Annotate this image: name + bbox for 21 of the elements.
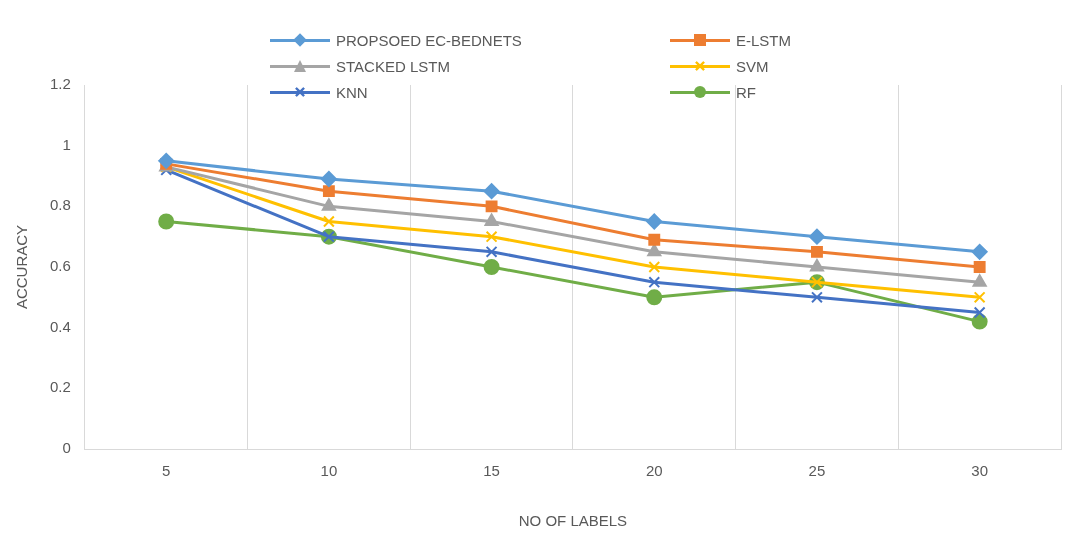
y-tick-label: 0 xyxy=(62,439,71,457)
legend-label: KNN xyxy=(336,83,368,101)
x-tick-label: 20 xyxy=(645,462,663,480)
y-tick-label: 1 xyxy=(62,135,71,153)
y-axis-title: ACCURACY xyxy=(13,224,31,310)
x-tick-label: 5 xyxy=(162,462,171,480)
x-tick-label: 30 xyxy=(971,462,988,480)
y-tick-label: 0.4 xyxy=(49,317,71,335)
x-tick-label: 15 xyxy=(483,462,500,480)
x-axis-title: NO OF LABELS xyxy=(518,512,628,530)
y-tick-label: 0.2 xyxy=(49,378,71,396)
y-tick-label: 0.6 xyxy=(49,257,71,275)
legend-label: RF xyxy=(736,83,756,101)
y-tick-label: 0.8 xyxy=(49,196,71,214)
x-tick-label: 25 xyxy=(808,462,826,480)
legend-label: SVM xyxy=(736,57,769,75)
legend-label: E-LSTM xyxy=(736,31,792,49)
legend-label: PROPSOED EC-BEDNETS xyxy=(336,31,522,49)
y-tick-label: 1.2 xyxy=(49,75,71,93)
legend-label: STACKED LSTM xyxy=(336,57,450,75)
x-tick-label: 10 xyxy=(320,462,338,480)
